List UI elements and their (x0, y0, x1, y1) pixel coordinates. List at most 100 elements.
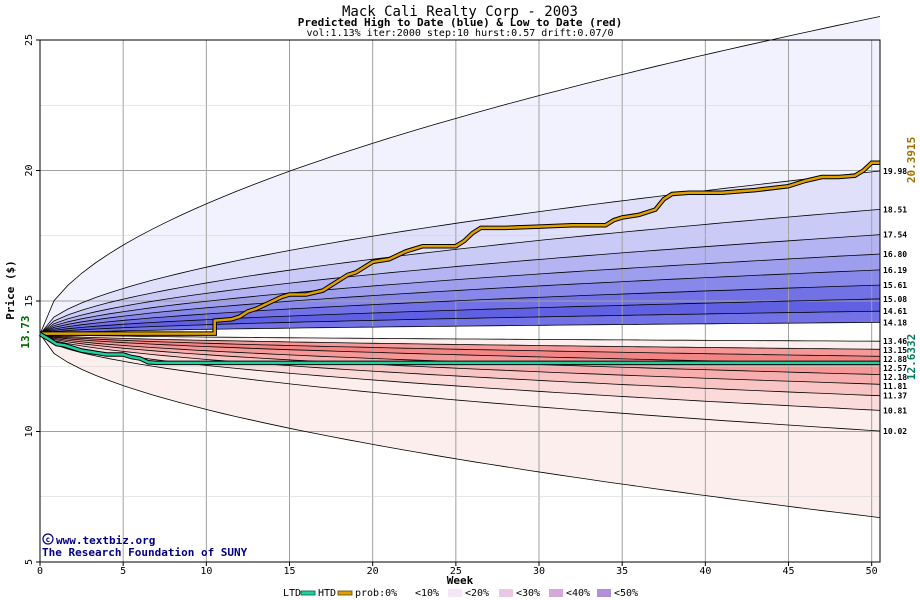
band-line-7 (39, 298, 881, 335)
band-1 (40, 171, 880, 335)
legend-htd-swatch (337, 590, 353, 596)
right-label: 16.80 (883, 250, 907, 259)
band-5 (40, 269, 880, 335)
legend-p40-label: <40% (566, 588, 590, 599)
series-line-htd (40, 161, 880, 335)
x-tick-label: 50 (866, 566, 878, 577)
y-axis-ticks: 5 10 15 20 25 (24, 34, 40, 565)
band-15 (40, 334, 880, 396)
legend-ltd-swatch (300, 590, 316, 596)
band-16 (40, 334, 880, 411)
legend-p30-label: <30% (516, 588, 540, 599)
x-axis-label: Week (447, 574, 474, 587)
legend-swatch-30 (549, 589, 563, 597)
credit: c www.textbiz.org The Research Foundatio… (42, 533, 248, 559)
band-3 (40, 234, 880, 335)
band-12 (40, 334, 880, 365)
chart-params: vol:1.13% iter:2000 step:10 hurst:0.57 d… (306, 28, 613, 39)
band-18 (40, 334, 880, 518)
right-label: 12.88 (883, 355, 907, 364)
right-label: 11.37 (883, 392, 907, 401)
y-tick-label: 20 (24, 164, 35, 176)
x-tick-label: 35 (616, 566, 628, 577)
credit-url[interactable]: www.textbiz.org (56, 534, 155, 547)
y-axis-label: Price ($) (4, 260, 17, 320)
band-17 (40, 334, 880, 431)
x-tick-label: 15 (283, 566, 295, 577)
band-line-18 (39, 333, 881, 432)
start-price-label: 13.73 (19, 315, 32, 348)
right-label: 10.81 (883, 406, 907, 415)
chart-subtitle: Predicted High to Date (blue) & Low to D… (298, 16, 623, 29)
right-label: 17.54 (883, 231, 907, 240)
band-9 (40, 322, 880, 342)
band-line-4 (39, 253, 881, 335)
right-band-labels: 19.98 18.51 17.54 16.80 16.19 15.61 15.08 14.61… (883, 167, 907, 436)
legend-prob-label: prob:0% (355, 588, 397, 599)
band-boundary-lines (39, 16, 881, 518)
right-label: 15.61 (883, 281, 907, 290)
credit-org: The Research Foundation of SUNY (42, 546, 248, 559)
band-line-12 (39, 333, 881, 357)
x-tick-label: 30 (533, 566, 545, 577)
right-label: 19.98 (883, 167, 907, 176)
legend-swatch-40 (597, 589, 611, 597)
x-tick-label: 45 (782, 566, 794, 577)
band-line-5 (39, 269, 881, 335)
htd-end-label: 20.3915 (905, 137, 918, 183)
legend-swatch-20 (499, 589, 513, 597)
band-11 (40, 334, 880, 357)
x-tick-label: 40 (699, 566, 711, 577)
x-tick-label: 20 (367, 566, 379, 577)
y-tick-label: 5 (24, 559, 35, 565)
right-label: 10.02 (883, 427, 907, 436)
plot-area (38, 16, 881, 563)
band-line-8 (39, 310, 881, 335)
right-label: 14.61 (883, 307, 907, 316)
copyright-glyph: c (46, 535, 51, 544)
band-line-2 (39, 209, 881, 335)
ltd-end-label: 12.6332 (905, 334, 918, 380)
x-tick-label: 25 (450, 566, 462, 577)
band-line-19 (39, 333, 881, 518)
right-label: 18.51 (883, 205, 907, 214)
band-10 (40, 334, 880, 350)
legend-p50-label: <50% (614, 588, 638, 599)
right-label: 14.18 (883, 318, 907, 327)
right-label: 11.81 (883, 382, 907, 391)
band-line-15 (39, 333, 881, 385)
y-tick-label: 10 (24, 425, 35, 437)
right-label: 12.57 (883, 364, 907, 373)
legend-swatch-10 (448, 589, 462, 597)
band-line-11 (39, 333, 881, 350)
band-line-0 (39, 16, 881, 335)
band-line-6 (39, 284, 881, 335)
y-tick-label: 15 (24, 295, 35, 307)
legend-htd-label: HTD (318, 588, 336, 599)
band-line-3 (39, 234, 881, 335)
legend-p10-label: <10% (415, 588, 439, 599)
band-line-10 (39, 333, 881, 342)
legend-swatch-0 (398, 589, 412, 597)
legend-p20-label: <20% (465, 588, 489, 599)
right-label: 12.18 (883, 373, 907, 382)
band-line-1 (39, 170, 881, 335)
x-tick-label: 0 (37, 566, 43, 577)
right-label: 13.15 (883, 346, 907, 355)
band-6 (40, 285, 880, 335)
y-tick-label: 25 (24, 34, 35, 46)
band-line-9 (39, 322, 881, 335)
copyright-icon (42, 533, 54, 545)
right-label: 13.46 (883, 337, 907, 346)
band-7 (40, 298, 880, 335)
band-2 (40, 209, 880, 335)
chart-title: Mack Cali Realty Corp - 2003 (342, 4, 578, 20)
x-tick-label: 5 (120, 566, 126, 577)
band-line-16 (39, 333, 881, 397)
x-tick-label: 10 (200, 566, 212, 577)
legend-ltd-label: LTD (283, 588, 301, 599)
series-line-ltd (39, 333, 880, 365)
band-14 (40, 334, 880, 385)
series-lines (38, 160, 880, 366)
